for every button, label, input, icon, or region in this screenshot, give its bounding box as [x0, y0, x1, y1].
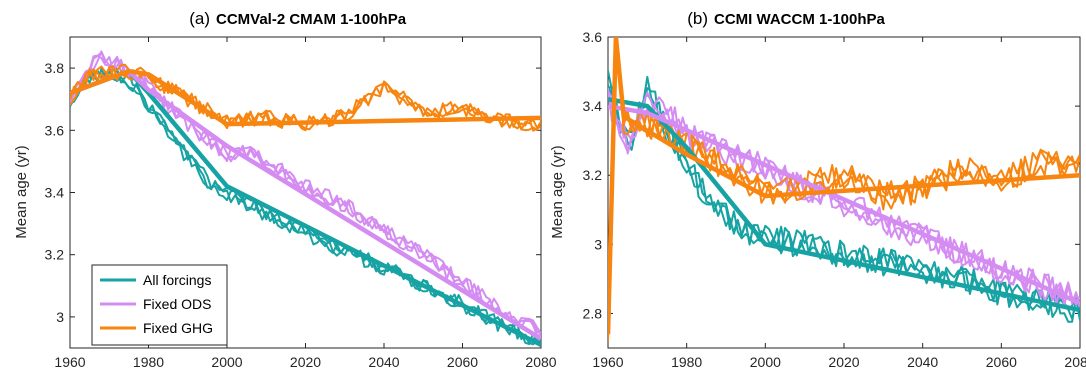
panel-b-x-tick-label: 1960 — [592, 354, 623, 370]
panel-b-x-tick-label: 1980 — [671, 354, 702, 370]
panel-a-x-tick-label: 1960 — [54, 354, 85, 370]
panel-a-title: CCMVal-2 CMAM 1-100hPa — [216, 11, 407, 28]
panel-b-series-fixed-ods-fit — [608, 103, 1080, 306]
panel-b-x-tick-label: 2060 — [986, 354, 1017, 370]
panel-b-y-tick-label: 3.2 — [583, 167, 603, 183]
panel-b-series — [608, 37, 1080, 342]
panel-b-y-tick-label: 3 — [594, 236, 602, 252]
panel-b-axes: 1960 1980 2000 2020 2040 2060 2080 2.8 3 3.2 3.4 3.… — [583, 29, 1086, 370]
panel-a-y-tick-label: 3.8 — [45, 60, 65, 76]
panel-a-y-tick-label: 3.2 — [45, 247, 65, 263]
panel-b-series-all-forcings-fit — [608, 96, 1080, 313]
panel-a-axes: 1960 1980 2000 2020 2040 2060 2080 3 3.2 3.4 3.6 3.… — [45, 36, 557, 370]
panel-b-x-tick-label: 2020 — [828, 354, 859, 370]
panel-a-y-tick-label: 3.6 — [45, 122, 65, 138]
panel-a-x-tick-label: 1980 — [133, 354, 164, 370]
panel-a: (a) CCMVal-2 CMAM 1-100hPa Mean age (yr)… — [13, 9, 557, 370]
legend-label-fixed-ghg: Fixed GHG — [143, 320, 213, 336]
panel-b-label: (b) — [687, 9, 708, 28]
panel-b: (b) CCMI WACCM 1-100hPa Mean age (yr) 19… — [549, 9, 1086, 370]
panel-b-y-tick-label: 2.8 — [583, 305, 603, 321]
panel-b-x-tick-label: 2000 — [750, 354, 781, 370]
legend-label-all-forcings: All forcings — [143, 272, 211, 288]
panel-b-plot-area — [608, 37, 1080, 342]
panel-b-series-fixed-ghg-member — [608, 37, 1080, 326]
panel-b-x-tick-label: 2040 — [907, 354, 938, 370]
legend-label-fixed-ods: Fixed ODS — [143, 296, 211, 312]
panel-b-y-axis-label: Mean age (yr) — [549, 145, 566, 238]
panel-b-x-tick-label: 2080 — [1064, 354, 1086, 370]
panel-a-plot-area — [70, 50, 541, 347]
panel-a-series-fixed-ods-member — [70, 50, 541, 337]
panel-b-series-fixed-ods-member — [608, 87, 1080, 307]
panel-a-x-tick-label: 2080 — [525, 354, 556, 370]
panel-a-x-tick-label: 2060 — [447, 354, 478, 370]
panel-a-label: (a) — [189, 9, 210, 28]
panel-b-y-tick-label: 3.6 — [583, 29, 603, 45]
panel-a-x-tick-label: 2020 — [290, 354, 321, 370]
panel-b-series-fixed-ghg-member — [608, 45, 1080, 342]
panel-a-x-tick-label: 2040 — [368, 354, 399, 370]
panel-a-y-tick-label: 3.4 — [45, 185, 65, 201]
panel-a-series — [70, 50, 541, 347]
legend: All forcings Fixed ODS Fixed GHG — [91, 264, 228, 346]
panel-b-y-tick-label: 3.4 — [583, 98, 603, 114]
panel-b-title: CCMI WACCM 1-100hPa — [714, 11, 886, 28]
panel-a-y-axis-label: Mean age (yr) — [13, 145, 30, 238]
panel-b-series-fixed-ghg-fit — [608, 37, 1080, 335]
panel-a-series-fixed-ghg-fit — [70, 68, 541, 127]
panel-a-y-tick-label: 3 — [56, 309, 64, 325]
panel-a-x-tick-label: 2000 — [211, 354, 242, 370]
